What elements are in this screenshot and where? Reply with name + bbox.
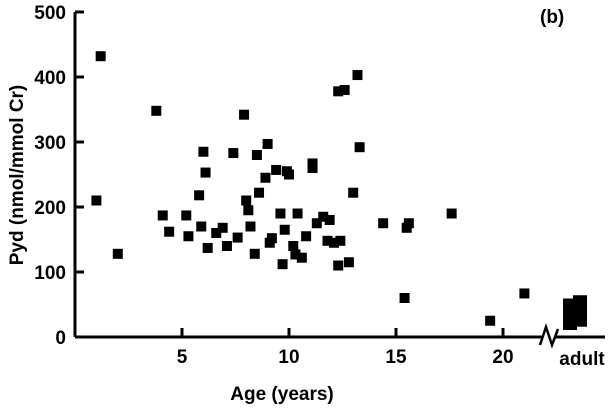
- data-point: [194, 190, 205, 201]
- y-axis: 0 100 200 300 400 500: [34, 3, 84, 349]
- axis-break-marker: [538, 323, 560, 349]
- data-point: [262, 138, 273, 149]
- data-point: [91, 195, 102, 206]
- data-point: [266, 233, 277, 244]
- data-point: [200, 167, 211, 178]
- data-point: [151, 105, 162, 116]
- x-tick-label: 10: [278, 347, 299, 368]
- data-point: [164, 226, 175, 237]
- data-point: [403, 218, 414, 229]
- data-point: [399, 293, 410, 303]
- data-point: [251, 150, 262, 160]
- y-tick-label: 300: [34, 133, 66, 154]
- adult-category-label: adult: [559, 349, 605, 370]
- data-point: [333, 86, 344, 97]
- y-axis-title: Pyd (nmol/mmol Cr): [7, 85, 28, 266]
- data-point: [352, 70, 363, 81]
- data-point: [348, 187, 359, 198]
- y-tick-label: 500: [34, 3, 66, 24]
- data-point: [95, 51, 106, 62]
- data-point: [183, 231, 194, 242]
- data-point: [335, 235, 346, 246]
- data-point: [221, 241, 232, 251]
- data-point: [228, 148, 239, 159]
- adult-data-points: [563, 295, 587, 330]
- data-point: [290, 249, 301, 260]
- data-point: [249, 248, 260, 259]
- data-point: [307, 163, 318, 173]
- data-point: [277, 259, 288, 270]
- data-point: [296, 252, 307, 263]
- data-point: [288, 241, 299, 251]
- data-point: [485, 315, 496, 326]
- axis-break-squiggle: [538, 323, 560, 349]
- data-point: [446, 208, 457, 219]
- y-tick-label: 400: [34, 68, 66, 89]
- y-tick-label: 200: [34, 198, 66, 219]
- data-point: [241, 195, 252, 206]
- data-point: [198, 146, 209, 157]
- data-point: [318, 211, 329, 222]
- data-point: [354, 142, 365, 153]
- data-point: [324, 215, 335, 225]
- data-point: [339, 85, 350, 95]
- data-point: [181, 210, 192, 221]
- data-point: [333, 260, 344, 271]
- x-tick-label: 5: [177, 347, 188, 368]
- data-point: [343, 257, 354, 268]
- data-point: [217, 222, 228, 233]
- data-point: [378, 218, 389, 229]
- panel-label: (b): [540, 7, 564, 28]
- data-point: [232, 232, 243, 243]
- data-points: [91, 51, 530, 326]
- data-point: [243, 205, 254, 216]
- data-point: [211, 228, 222, 238]
- x-axis: 5 10 15 20: [75, 328, 605, 368]
- data-point: [271, 164, 282, 175]
- x-axis-title: Age (years): [230, 384, 334, 405]
- y-tick-label: 100: [34, 263, 66, 284]
- data-point: [275, 208, 286, 219]
- data-point: [284, 169, 294, 180]
- data-point: [112, 248, 123, 259]
- data-point: [202, 242, 213, 253]
- y-tick-label: 0: [55, 328, 66, 349]
- data-point: [279, 224, 290, 235]
- data-point: [292, 208, 303, 219]
- data-point: [239, 109, 250, 120]
- data-point: [260, 172, 271, 183]
- data-point: [519, 288, 530, 299]
- data-point: [328, 237, 339, 248]
- data-point: [196, 221, 207, 232]
- data-point: [254, 187, 265, 198]
- x-tick-label: 20: [492, 347, 513, 368]
- data-point: [311, 218, 322, 229]
- data-point: [245, 221, 256, 232]
- adult-data-point: [573, 295, 587, 308]
- data-point: [157, 210, 168, 221]
- x-tick-label: 15: [385, 347, 407, 368]
- data-point: [322, 235, 333, 246]
- data-point: [301, 231, 312, 242]
